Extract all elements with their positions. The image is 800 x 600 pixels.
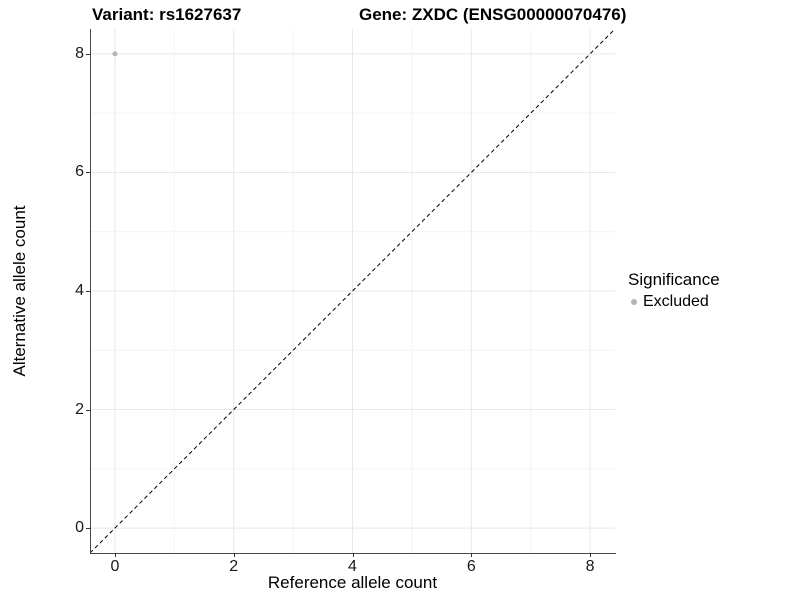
- legend-items: Excluded: [628, 293, 720, 311]
- y-tick-label: 2: [75, 400, 84, 418]
- x-tick-mark: [233, 553, 235, 557]
- y-tick-label: 0: [75, 519, 84, 537]
- x-tick-label: 0: [110, 558, 120, 575]
- y-tick-mark: [86, 409, 90, 411]
- x-axis-title: Reference allele count: [267, 573, 438, 592]
- identity-dashed-line: [90, 29, 615, 553]
- x-tick-label: 6: [466, 558, 476, 575]
- legend: Significance Excluded: [628, 270, 720, 311]
- x-tick-mark: [590, 553, 592, 557]
- x-tick-label: 4: [348, 558, 357, 575]
- plot-panel: [90, 29, 615, 553]
- plot-title-variant: Variant: rs1627637: [92, 5, 242, 24]
- plot-area-svg: [90, 29, 615, 553]
- y-tick-mark: [86, 53, 90, 55]
- y-axis-title: Alternative allele count: [10, 205, 29, 377]
- legend-item-label: Excluded: [643, 293, 709, 310]
- y-tick-label: 4: [75, 282, 84, 299]
- legend-title: Significance: [628, 270, 720, 289]
- x-tick-label: 8: [585, 558, 595, 575]
- plot-title-gene: Gene: ZXDC (ENSG00000070476): [359, 5, 627, 24]
- data-point: [112, 51, 118, 57]
- legend-item: Excluded: [628, 293, 720, 311]
- x-tick-label: 2: [229, 558, 239, 575]
- legend-key-dot-icon: [631, 299, 637, 305]
- y-tick-label: 6: [75, 163, 84, 181]
- y-axis-line: [90, 29, 91, 554]
- y-tick-mark: [86, 528, 90, 530]
- x-tick-mark: [471, 553, 473, 557]
- x-tick-mark: [352, 553, 354, 557]
- y-tick-label: 8: [75, 44, 84, 62]
- x-tick-mark: [114, 553, 116, 557]
- y-tick-mark: [86, 291, 90, 292]
- y-tick-mark: [86, 172, 90, 174]
